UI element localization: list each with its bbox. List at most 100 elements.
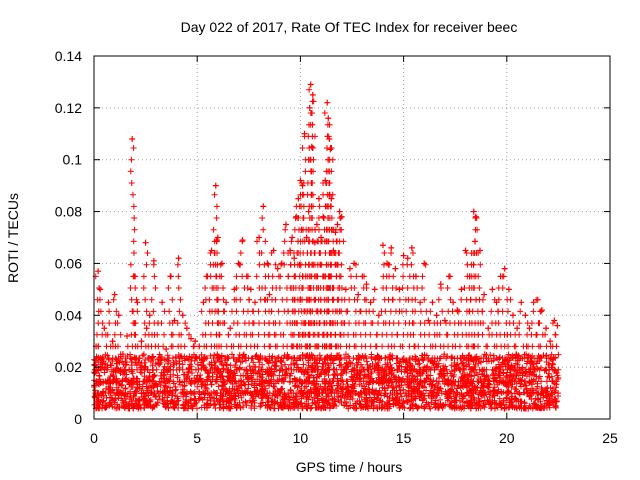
point-marker (538, 307, 545, 314)
point-marker (433, 312, 440, 319)
point-marker (324, 99, 331, 106)
point-marker (336, 208, 343, 215)
point-spike (516, 308, 527, 397)
point-marker (239, 237, 246, 244)
y-tick-label: 0.02 (55, 359, 82, 375)
point-marker (124, 333, 131, 340)
point-marker (514, 325, 521, 332)
y-axis-label: ROTI / TECUs (5, 193, 21, 283)
point-marker (367, 299, 374, 306)
point-marker (306, 104, 313, 111)
point-spike (297, 191, 308, 397)
point-marker (295, 195, 302, 202)
point-marker (95, 268, 102, 275)
point-marker (303, 234, 310, 241)
y-tick-label: 0.04 (55, 307, 82, 323)
point-marker (400, 252, 407, 259)
data-point (272, 265, 283, 397)
point-marker (429, 299, 436, 306)
point-marker (522, 312, 529, 319)
data-point (524, 325, 535, 397)
plot-frame (93, 55, 611, 420)
point-marker (92, 361, 99, 368)
point-layer (91, 81, 562, 412)
point-marker (470, 208, 477, 215)
point-marker (481, 291, 488, 298)
point-marker (142, 239, 149, 246)
point-marker (441, 317, 448, 324)
point-marker (171, 317, 178, 324)
data-point (516, 299, 527, 397)
point-marker (223, 299, 230, 306)
point-marker (501, 265, 508, 272)
point-marker (425, 317, 432, 324)
point-marker (355, 291, 362, 298)
point-marker (551, 317, 558, 324)
point-marker (547, 338, 554, 345)
point-marker (530, 299, 537, 306)
x-tick-label: 0 (90, 430, 98, 446)
point-marker (327, 146, 334, 153)
x-axis-ticks: 0 5 10 15 20 25 (90, 56, 618, 446)
x-axis-label: GPS time / hours (296, 459, 403, 475)
point-marker (111, 291, 118, 298)
point-marker (325, 115, 332, 122)
point-marker (307, 81, 314, 88)
point-marker (417, 299, 424, 306)
point-marker (138, 338, 145, 345)
point-marker (450, 299, 457, 306)
point-marker (212, 182, 219, 189)
point-marker (509, 312, 516, 319)
point-marker (412, 273, 419, 280)
point-marker (218, 260, 225, 267)
point-marker (247, 286, 254, 293)
point-marker (214, 234, 221, 241)
point-marker (109, 338, 116, 345)
y-tick-label: 0.14 (55, 48, 82, 64)
y-tick-label: 0.08 (55, 204, 82, 220)
y-tick-label: 0.12 (55, 100, 82, 116)
point-marker (188, 335, 195, 342)
point-marker (266, 291, 273, 298)
point-marker (338, 213, 345, 220)
y-tick-label: 0.1 (63, 152, 83, 168)
point-marker (313, 221, 320, 228)
point-marker (437, 281, 444, 288)
point-marker (315, 195, 322, 202)
point-marker (227, 325, 234, 332)
grid-lines (94, 56, 610, 419)
point-marker (131, 273, 138, 280)
point-marker (101, 325, 108, 332)
point-marker (167, 273, 174, 280)
point-marker (175, 255, 182, 262)
point-marker (260, 203, 267, 210)
point-marker (476, 247, 483, 254)
point-spike (307, 98, 319, 397)
point-marker (243, 273, 250, 280)
x-tick-label: 20 (499, 430, 515, 446)
x-tick-label: 5 (193, 430, 201, 446)
point-marker (129, 135, 136, 142)
data-point (468, 208, 480, 397)
point-marker (421, 260, 428, 267)
y-tick-label: 0.06 (55, 255, 82, 271)
point-spike (361, 285, 370, 397)
point-marker (146, 312, 153, 319)
point-marker (342, 286, 349, 293)
point-marker (388, 244, 395, 251)
point-marker (251, 299, 258, 306)
point-marker (458, 286, 465, 293)
point-marker (301, 130, 308, 137)
point-marker (505, 286, 512, 293)
data-point (418, 260, 430, 397)
point-marker (328, 195, 335, 202)
data-point (321, 99, 333, 397)
point-marker (299, 182, 306, 189)
point-marker (334, 221, 341, 228)
point-marker (192, 338, 199, 345)
point-marker (392, 265, 399, 272)
point-marker (543, 325, 550, 332)
y-axis-ticks: 0 0.02 0.04 0.06 0.08 0.1 0.12 0.14 (55, 48, 610, 427)
point-spike (524, 331, 535, 397)
